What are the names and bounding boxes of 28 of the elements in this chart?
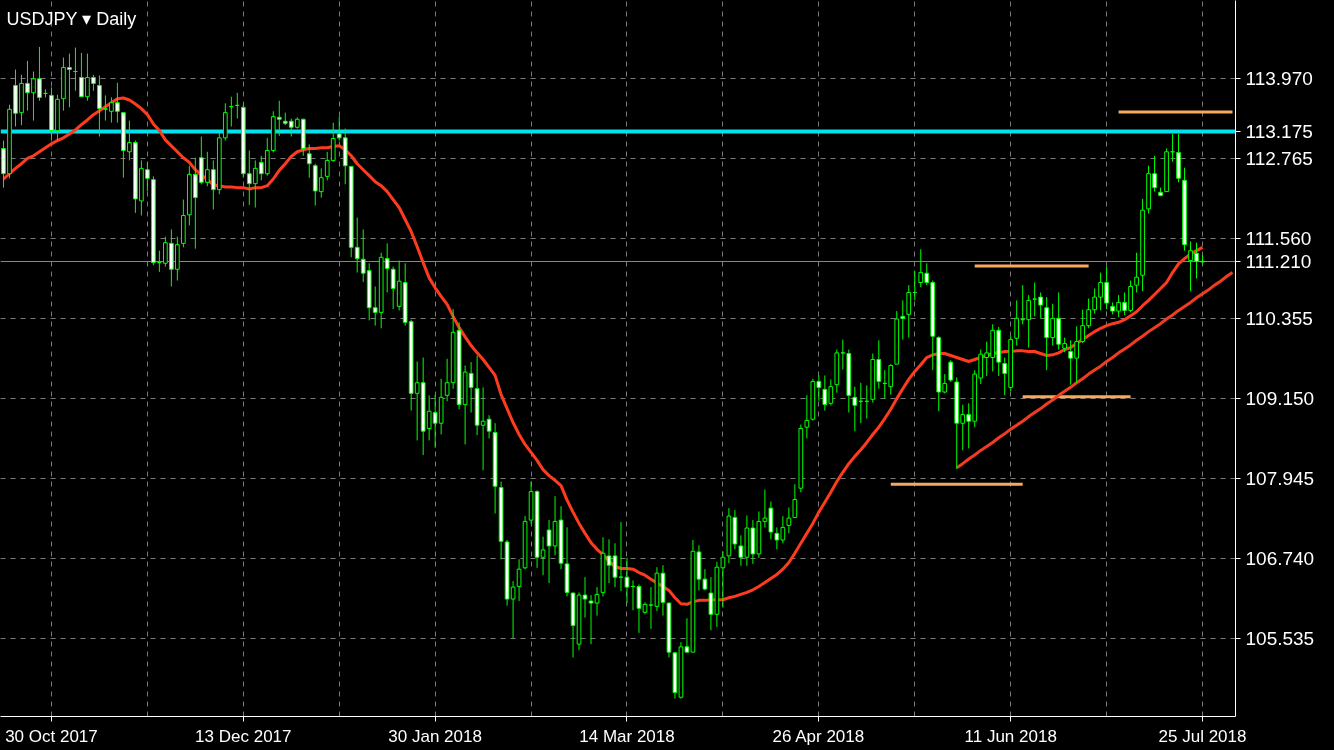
x-tick-label: 14 Mar 2018 xyxy=(579,726,675,746)
y-tick-label: 107.945 xyxy=(1245,468,1315,490)
y-tick-label: 105.535 xyxy=(1245,628,1315,650)
y-tick-label: 109.150 xyxy=(1245,388,1315,410)
x-tick-label: 25 Jul 2018 xyxy=(1158,726,1247,746)
line-series xyxy=(955,271,1234,470)
candlestick xyxy=(1134,252,1139,293)
y-tick-label: 110.355 xyxy=(1245,308,1313,330)
ref-line-label: 111.210 xyxy=(1245,251,1312,273)
candlestick xyxy=(852,386,858,432)
x-tick-label: 30 Oct 2017 xyxy=(5,726,98,746)
candlestick xyxy=(804,394,810,439)
candlestick xyxy=(306,144,312,179)
candlestick xyxy=(1014,299,1020,347)
y-tick-label: 106.740 xyxy=(1245,548,1315,570)
ref-line-label: 113.175 xyxy=(1245,121,1313,143)
text: USDJPY ▾ Daily xyxy=(6,8,137,29)
candlestick xyxy=(948,359,954,383)
candlestick xyxy=(444,358,450,402)
candlestick xyxy=(516,558,522,602)
x-tick-label: 13 Dec 2017 xyxy=(195,726,292,746)
candlestick xyxy=(906,284,912,339)
x-tick-label: 30 Jan 2018 xyxy=(388,726,482,746)
y-tick-label: 113.970 xyxy=(1245,68,1313,90)
x-tick-label: 26 Apr 2018 xyxy=(772,726,865,746)
y-tick-label: 111.560 xyxy=(1245,228,1312,250)
y-tick-label: 112.765 xyxy=(1245,148,1313,170)
x-tick-label: 11 Jun 2018 xyxy=(964,726,1057,746)
